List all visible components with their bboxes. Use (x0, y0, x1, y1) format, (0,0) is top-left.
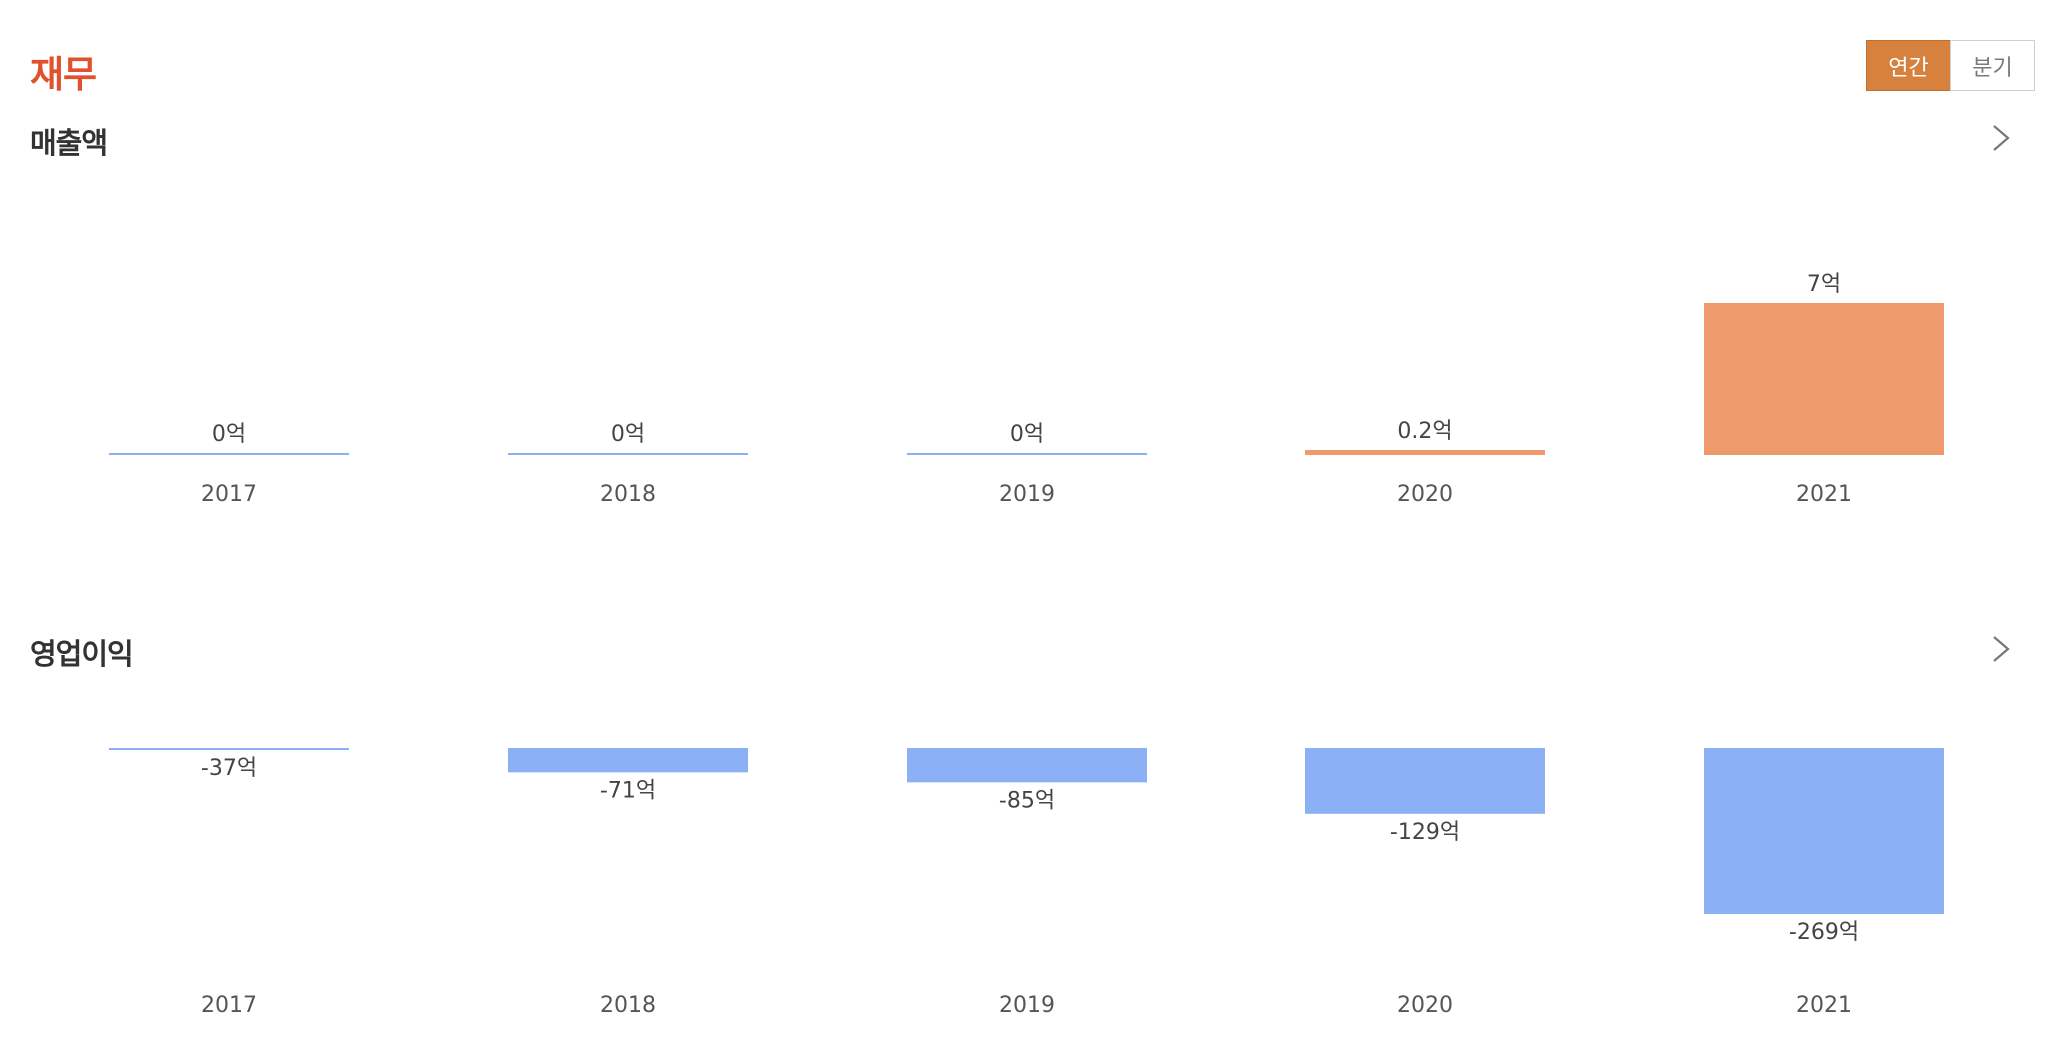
quarter-toggle-button[interactable]: 분기 (1950, 40, 2035, 91)
revenue-year-label-2018: 2018 (600, 482, 656, 507)
revenue-bar-2018 (508, 453, 748, 455)
operating-profit-bar-2021 (1704, 748, 1944, 914)
revenue-bar-2020 (1305, 450, 1545, 455)
operating-profit-chart: -37억 2017 -71억 2018 -85억 2019 -129억 2020 -269억 20… (0, 700, 2048, 1030)
operating-profit-bar-2018 (508, 748, 748, 773)
operating-profit-chart-title: 영업이익 (30, 637, 134, 671)
revenue-chart-title: 매출액 (30, 126, 108, 160)
page-title: 재무 (30, 53, 97, 96)
revenue-year-label-2019: 2019 (999, 482, 1055, 507)
operating-profit-chart-svg: -37억 2017 -71억 2018 -85억 2019 -129억 2020 -269억 20… (109, 748, 1944, 1018)
operating-profit-year-label-2019: 2019 (999, 993, 1055, 1018)
operating-profit-value-label-2021: -269억 (1789, 920, 1859, 945)
operating-profit-value-label-2017: -37억 (201, 756, 257, 781)
operating-profit-bar-2019 (907, 748, 1147, 783)
operating-profit-value-label-2018: -71억 (600, 778, 656, 803)
revenue-chevron-right-icon[interactable] (1986, 118, 2016, 158)
period-toggle: 연간 분기 (1866, 40, 2035, 91)
operating-profit-year-label-2021: 2021 (1796, 993, 1852, 1018)
operating-profit-value-label-2020: -129억 (1390, 820, 1460, 845)
revenue-value-label-2017: 0억 (212, 422, 246, 447)
operating-profit-year-label-2018: 2018 (600, 993, 656, 1018)
revenue-chart-svg: 0억 2017 0억 2018 0억 2019 0.2억 2020 7억 2021 (109, 272, 1944, 507)
revenue-value-label-2018: 0억 (611, 422, 645, 447)
revenue-year-label-2017: 2017 (201, 482, 257, 507)
revenue-bar-2021 (1704, 303, 1944, 455)
revenue-year-label-2020: 2020 (1397, 482, 1453, 507)
operating-profit-bar-2020 (1305, 748, 1545, 814)
revenue-year-label-2021: 2021 (1796, 482, 1852, 507)
annual-toggle-button[interactable]: 연간 (1866, 40, 1951, 91)
operating-profit-value-label-2019: -85억 (999, 788, 1055, 813)
revenue-value-label-2019: 0억 (1010, 422, 1044, 447)
operating-profit-chevron-right-icon[interactable] (1986, 629, 2016, 669)
revenue-value-label-2020: 0.2억 (1397, 419, 1452, 444)
revenue-chart: 0억 2017 0억 2018 0억 2019 0.2억 2020 7억 2021 (0, 150, 2048, 520)
revenue-bar-2019 (907, 453, 1147, 455)
operating-profit-year-label-2020: 2020 (1397, 993, 1453, 1018)
operating-profit-year-label-2017: 2017 (201, 993, 257, 1018)
operating-profit-bar-2017 (109, 748, 349, 750)
revenue-value-label-2021: 7억 (1807, 272, 1841, 297)
revenue-bar-2017 (109, 453, 349, 455)
